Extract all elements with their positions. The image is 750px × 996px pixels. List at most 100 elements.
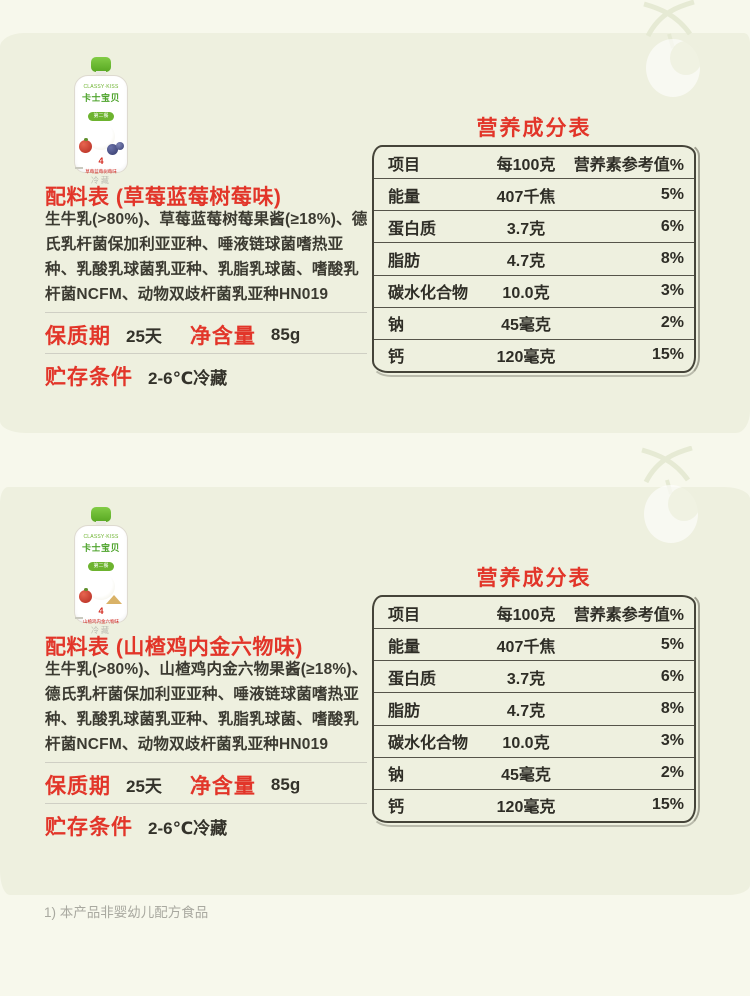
nutrient-name: 钠: [388, 317, 405, 335]
nutrition-row-carbohydrate: 碳水化合物 10.0克 3%: [374, 726, 694, 758]
nutrition-table: 项目 每100克 营养素参考值% 能量 407千焦 5% 蛋白质 3.7克 6%…: [371, 592, 700, 827]
nutrition-row-fat: 脂肪 4.7克 8%: [374, 243, 694, 276]
hawthorn-icon: [79, 588, 92, 603]
age-badge: 4: [75, 606, 127, 619]
shelf-net-row: 保质期 25天 净含量 85g: [45, 767, 375, 802]
nutrient-amount: 120毫克: [496, 799, 556, 817]
blueberry-icon: [116, 142, 124, 150]
nutrition-row-carbohydrate: 碳水化合物 10.0克 3%: [374, 276, 694, 308]
product-section-hawthorn: CLASSY·KISS 卡士宝贝 第二餐 4 山楂鸡内金六物味 冷藏 配料表 (…: [0, 450, 750, 900]
meal-badge: 第二餐: [88, 112, 114, 121]
net-content-label: 净含量: [189, 324, 256, 348]
nutrition-row-protein: 蛋白质 3.7克 6%: [374, 661, 694, 694]
nutrition-header-per100g: 每100克: [496, 156, 556, 174]
nutrient-nrv: 3%: [660, 282, 684, 300]
pouch-body: CLASSY·KISS 卡士宝贝 第二餐 4 草莓蓝莓树莓味 冷藏: [74, 75, 128, 185]
nutrition-title: 营养成分表: [476, 117, 592, 140]
nutrient-nrv: 6%: [660, 667, 684, 685]
nutrient-amount: 407千焦: [496, 188, 556, 206]
nutrition-header-row: 项目 每100克 营养素参考值%: [374, 597, 694, 630]
nutrient-name: 蛋白质: [388, 220, 437, 238]
nutrition-header-row: 项目 每100克 营养素参考值%: [374, 147, 694, 180]
pouch-neck: [96, 71, 106, 76]
nutrition-row-sodium: 钠 45毫克 2%: [374, 308, 694, 340]
storage-value: 2-6℃冷藏: [148, 818, 228, 838]
chilled-label: 冷藏: [91, 176, 111, 185]
storage-label: 贮存条件: [45, 816, 133, 839]
blueberry-icon: [107, 144, 118, 155]
net-content-value: 85g: [270, 324, 301, 344]
shelf-life-value: 25天: [126, 327, 162, 346]
nutrient-amount: 10.0克: [502, 285, 550, 303]
disclaimer-footnote: 1) 本产品非婴幼儿配方食品: [44, 905, 209, 920]
shelf-life-value: 25天: [126, 777, 162, 796]
brand-name-cn: 卡士宝贝: [81, 543, 120, 553]
divider: [45, 353, 367, 354]
pouch-artwork: [78, 123, 124, 156]
pouch-neck: [96, 521, 106, 526]
nutrition-header-nrv: 营养素参考值%: [573, 156, 684, 174]
storage-row: 贮存条件 2-6℃冷藏: [45, 357, 375, 395]
nutrient-amount: 4.7克: [506, 702, 546, 720]
ingredients-title: 配料表 (山楂鸡内金六物味): [45, 636, 303, 659]
divider: [45, 803, 367, 804]
nutrition-row-energy: 能量 407千焦 5%: [374, 179, 694, 212]
nutrient-amount: 3.7克: [506, 220, 546, 238]
nutrient-nrv: 6%: [660, 217, 684, 235]
apple-doodle-icon: [643, 0, 702, 97]
nutrient-amount: 45毫克: [501, 767, 551, 785]
net-content-label: 净含量: [189, 774, 256, 798]
shelf-life-label: 保质期: [45, 774, 111, 798]
nutrition-row-sodium: 钠 45毫克 2%: [374, 758, 694, 790]
pouch-flavor-label: 草莓蓝莓树莓味: [85, 169, 117, 174]
nutrient-name: 能量: [388, 188, 421, 206]
ingredients-title: 配料表 (草莓蓝莓树莓味): [45, 186, 282, 209]
product-pouch: CLASSY·KISS 卡士宝贝 第二餐 4 草莓蓝莓树莓味 冷藏: [74, 57, 128, 185]
nutrition-header-per100g: 每100克: [496, 606, 556, 624]
powder-icon: [106, 595, 122, 604]
nutrient-nrv: 15%: [651, 346, 684, 364]
apple-doodle-icon: [641, 446, 700, 543]
pouch-artwork: [78, 573, 124, 606]
pouch-body: CLASSY·KISS 卡士宝贝 第二餐 4 山楂鸡内金六物味 冷藏: [74, 525, 128, 635]
ingredients-text: 生牛乳(>80%)、山楂鸡内金六物果酱(≥18%)、德氏乳杆菌保加利亚亚种、唾液…: [45, 661, 368, 753]
nutrition-header-nrv: 营养素参考值%: [573, 606, 684, 624]
nutrition-title: 营养成分表: [476, 567, 592, 590]
storage-value: 2-6℃冷藏: [148, 368, 228, 388]
storage-label: 贮存条件: [45, 366, 133, 389]
pouch-cap-icon: [91, 57, 111, 72]
divider: [45, 312, 367, 313]
nutrient-nrv: 15%: [651, 796, 684, 814]
nutrient-nrv: 5%: [660, 185, 684, 203]
shelf-net-row: 保质期 25天 净含量 85g: [45, 317, 375, 352]
product-section-strawberry: CLASSY·KISS 卡士宝贝 第二餐 4 草莓蓝莓树莓味 冷藏 配料表 (草…: [0, 0, 750, 450]
nutrition-row-energy: 能量 407千焦 5%: [374, 629, 694, 662]
nutrient-amount: 4.7克: [506, 252, 546, 270]
divider: [45, 762, 367, 763]
nutrition-row-fat: 脂肪 4.7克 8%: [374, 693, 694, 726]
pouch-cap-icon: [91, 507, 111, 522]
nutrient-amount: 45毫克: [501, 317, 551, 335]
nutrient-name: 钙: [388, 349, 405, 367]
pouch-flavor-label: 山楂鸡内金六物味: [83, 619, 119, 624]
nutrient-nrv: 8%: [660, 699, 684, 717]
brand-name-en: CLASSY·KISS: [83, 534, 119, 540]
nutrient-name: 脂肪: [388, 702, 421, 720]
nutrient-name: 钠: [388, 767, 405, 785]
nutrition-row-protein: 蛋白质 3.7克 6%: [374, 211, 694, 244]
nutrition-row-calcium: 钙 120毫克 15%: [374, 340, 694, 371]
chilled-label: 冷藏: [91, 626, 111, 635]
nutrition-header-item: 项目: [388, 606, 421, 624]
nutrient-name: 钙: [388, 799, 405, 817]
nutrient-nrv: 3%: [660, 732, 684, 750]
strawberry-icon: [79, 138, 92, 153]
nutrition-row-calcium: 钙 120毫克 15%: [374, 790, 694, 821]
nutrient-nrv: 2%: [660, 764, 684, 782]
storage-row: 贮存条件 2-6℃冷藏: [45, 807, 375, 845]
age-badge: 4: [75, 156, 127, 169]
shelf-life-label: 保质期: [45, 324, 111, 348]
nutrient-name: 能量: [388, 638, 421, 656]
nutrient-nrv: 8%: [660, 249, 684, 267]
nutrition-table: 项目 每100克 营养素参考值% 能量 407千焦 5% 蛋白质 3.7克 6%…: [371, 142, 700, 377]
nutrient-amount: 10.0克: [502, 735, 550, 753]
